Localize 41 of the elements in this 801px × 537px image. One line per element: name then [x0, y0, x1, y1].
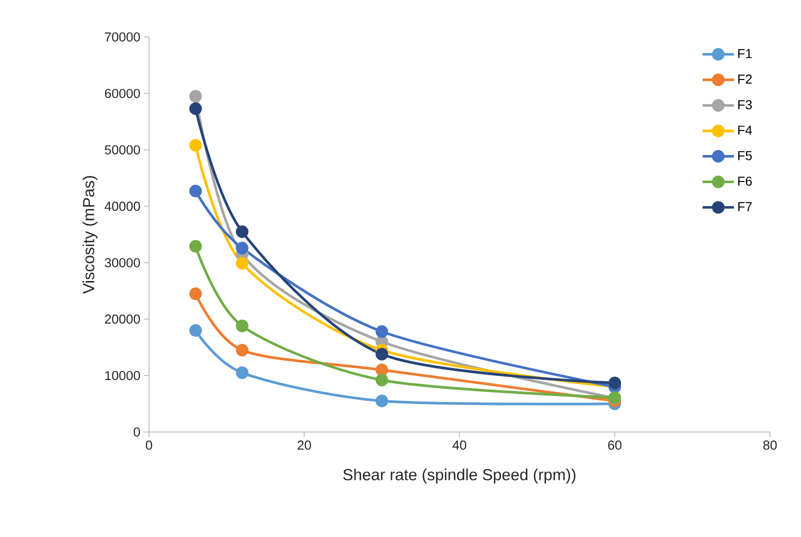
legend-label: F6 [738, 176, 752, 186]
y-tick-label: 50000 [104, 145, 140, 154]
point [236, 242, 248, 254]
y-tick-label: 20000 [104, 314, 140, 324]
y-tick-label: 60000 [104, 88, 140, 98]
x-tick-label: 0 [146, 440, 152, 450]
point [236, 366, 248, 380]
x-axis-title: Shear rate (spindle Speed (rpm)) [343, 468, 576, 484]
point [236, 225, 248, 238]
point [376, 325, 388, 338]
y-tick-label: 70000 [104, 32, 140, 42]
legend-label: F1 [738, 49, 752, 58]
y-tick-label: 10000 [105, 370, 140, 380]
point [376, 348, 388, 360]
y-axis-title: Viscosity (mPas) [82, 176, 98, 294]
point [376, 394, 388, 408]
x-tick-label: 60 [608, 440, 622, 450]
legend-label: F7 [738, 202, 752, 212]
x-tick-label: 20 [298, 440, 311, 450]
point [189, 287, 202, 300]
point [189, 139, 202, 152]
legend-label: F3 [738, 100, 752, 110]
y-tick-label: 40000 [104, 202, 140, 211]
point [236, 344, 248, 356]
point [376, 364, 388, 376]
point [189, 102, 202, 115]
point [236, 256, 248, 270]
point [236, 320, 248, 332]
legend-label: F5 [738, 151, 752, 160]
x-tick-label: 40 [452, 440, 466, 450]
legend-label: F2 [738, 74, 752, 84]
point [608, 376, 622, 390]
point [189, 324, 202, 337]
y-tick-label: 0 [134, 427, 140, 437]
y-tick-label: 30000 [104, 258, 140, 268]
point [189, 90, 202, 103]
point [189, 240, 202, 253]
x-tick-label: 80 [763, 440, 777, 450]
point [376, 374, 388, 386]
legend-label: F4 [738, 126, 752, 135]
point [189, 184, 202, 198]
